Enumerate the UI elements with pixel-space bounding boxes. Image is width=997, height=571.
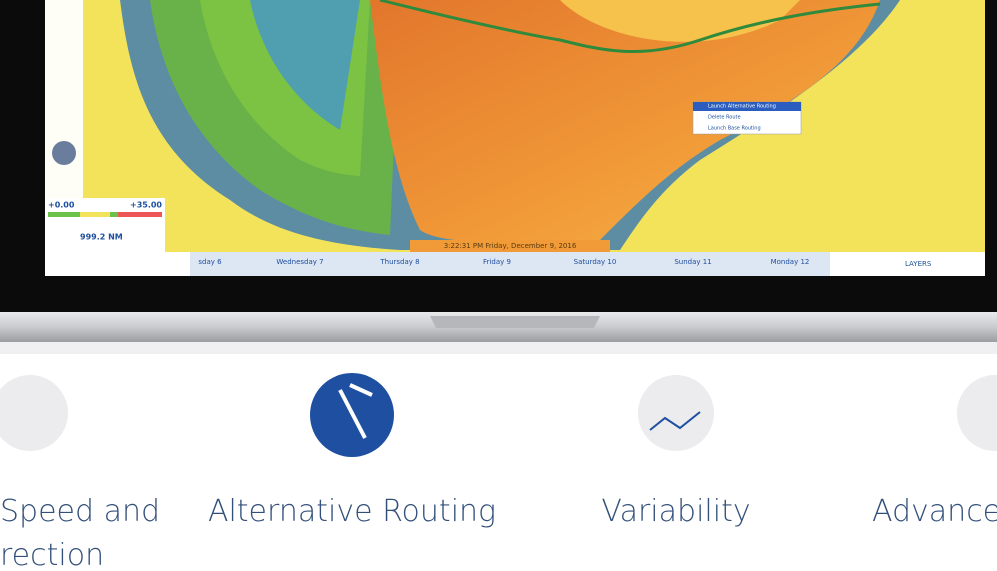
scale-max: +35.00	[130, 201, 162, 210]
map	[45, 0, 985, 252]
distance: 999.2 NM	[80, 233, 123, 242]
day-label: Thursday 8	[379, 258, 419, 266]
day-label: Wednesday 7	[276, 258, 323, 266]
menu-item[interactable]: Delete Route	[708, 115, 741, 121]
feature-icon	[957, 375, 997, 451]
route-button[interactable]	[52, 141, 76, 165]
layers-button[interactable]: LAYERS	[905, 260, 932, 268]
menu-item[interactable]: Launch Base Routing	[708, 126, 761, 132]
feature-label-line: Variability	[476, 490, 876, 534]
feature-label-line: rection	[0, 534, 160, 571]
timestamp: 3:22:31 PM Friday, December 9, 2016	[444, 242, 577, 250]
feature-icon	[0, 375, 68, 451]
feature-label: Advanced	[872, 490, 997, 534]
feature-label: Variability	[476, 490, 876, 534]
feature-label-line: Speed and	[0, 490, 160, 534]
day-label: sday 6	[198, 258, 222, 266]
feature-label-line: Advanced	[872, 490, 997, 534]
scene: +0.00 +35.00 999.2 NM 3:22:31 PM Friday, De…	[0, 0, 997, 571]
page: +0.00 +35.00 999.2 NM 3:22:31 PM Friday, De…	[0, 0, 997, 571]
day-label: Sunday 11	[674, 258, 711, 266]
toolbar	[45, 0, 83, 198]
feature-icon	[638, 375, 714, 451]
day-label: Friday 9	[483, 258, 511, 266]
day-label: Saturday 10	[574, 258, 617, 266]
scale-min: +0.00	[48, 201, 75, 210]
menu-item[interactable]: Launch Alternative Routing	[708, 104, 776, 110]
day-label: Monday 12	[771, 258, 810, 266]
